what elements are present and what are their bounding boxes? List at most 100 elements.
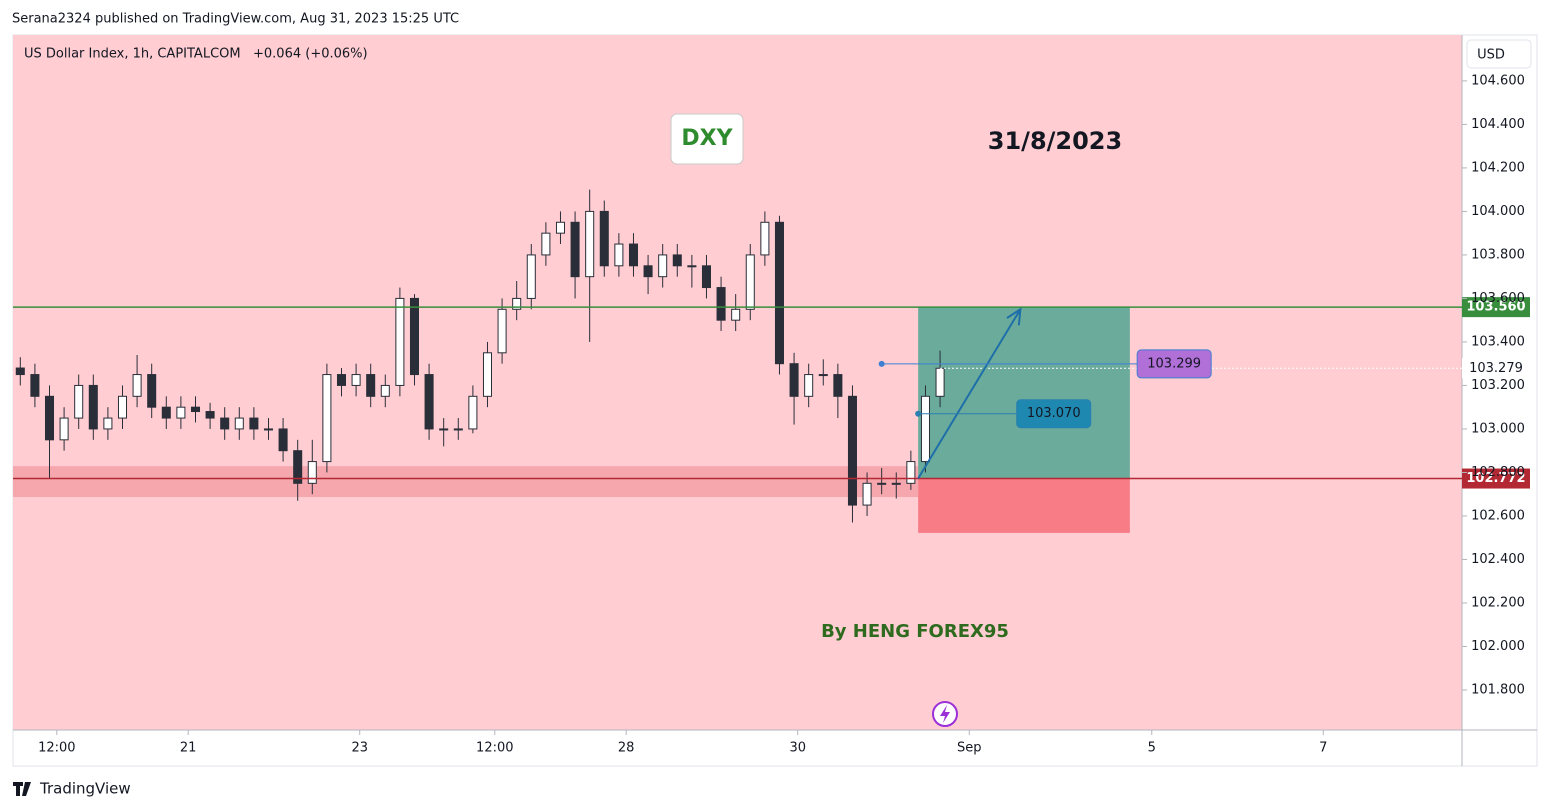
y-tick-label: 103.600 xyxy=(1471,291,1525,306)
y-tick-label: 104.200 xyxy=(1471,160,1525,175)
candle-body xyxy=(366,374,376,397)
level-label-box xyxy=(1462,468,1530,489)
last-price-label: 103.279 xyxy=(1469,361,1523,376)
y-tick-label: 101.800 xyxy=(1471,682,1525,697)
symbol-title: US Dollar Index, 1h, CAPITALCOM xyxy=(24,47,241,62)
candle-body xyxy=(701,265,711,289)
badge: DXY xyxy=(681,126,733,151)
candle-body xyxy=(847,395,857,506)
candle-body xyxy=(643,265,653,278)
candle-body xyxy=(249,417,259,430)
y-tick-label: 102.200 xyxy=(1471,595,1525,610)
candle-body xyxy=(322,374,332,463)
candle-body xyxy=(176,406,186,419)
level-label: 103.560 xyxy=(1466,300,1525,315)
logo xyxy=(13,782,31,796)
x-tick-label: 12:00 xyxy=(38,741,75,756)
x-tick-label: 5 xyxy=(1148,741,1156,756)
candle-body xyxy=(804,374,814,397)
candle-body xyxy=(147,374,157,408)
candle-body xyxy=(132,374,142,397)
candle-body xyxy=(920,395,930,463)
candle-body xyxy=(44,395,55,441)
callout-box xyxy=(1136,349,1212,379)
candle-body xyxy=(395,297,405,386)
candle-body xyxy=(307,461,317,484)
candle-body xyxy=(205,411,215,419)
x-tick-label: Sep xyxy=(957,741,982,756)
candle-body xyxy=(453,428,463,431)
stop-area xyxy=(918,478,1130,533)
candle-body xyxy=(512,297,522,310)
x-tick-label: 30 xyxy=(789,741,806,756)
author-note: By HENG FOREX95 xyxy=(821,621,1009,642)
candle-body xyxy=(599,210,609,267)
candle-body xyxy=(541,232,551,256)
candle-body xyxy=(570,221,580,278)
candle-body xyxy=(74,384,84,419)
candle-body xyxy=(190,406,201,413)
event-bolt xyxy=(940,705,950,723)
candle-body xyxy=(336,374,347,386)
y-tick-label: 103.000 xyxy=(1471,421,1525,436)
candle-body xyxy=(760,221,770,256)
candle-body xyxy=(818,374,828,377)
y-tick-label: 104.400 xyxy=(1471,117,1525,132)
date-note: 31/8/2023 xyxy=(988,127,1122,155)
currency-box[interactable] xyxy=(1466,39,1532,69)
candle-body xyxy=(877,482,887,485)
y-tick-label: 104.000 xyxy=(1471,204,1525,219)
trend-arrow-head xyxy=(1006,307,1022,326)
callout-anchor xyxy=(878,360,885,367)
candle-body xyxy=(935,367,945,397)
footer-brand: TradingView xyxy=(39,780,131,798)
currency[interactable]: USD xyxy=(1477,48,1505,63)
y-tick-label: 104.600 xyxy=(1471,73,1525,88)
callout-box xyxy=(1016,399,1092,429)
target-area xyxy=(918,307,1130,479)
candle-body xyxy=(278,428,288,452)
candle-body xyxy=(833,374,843,397)
candle-body xyxy=(293,450,303,484)
symbol-change: +0.064 (+0.06%) xyxy=(253,47,368,62)
candle-body xyxy=(30,374,40,397)
candle-body xyxy=(614,243,624,267)
x-tick-label: 7 xyxy=(1319,741,1327,756)
candle-body xyxy=(468,395,478,430)
candle-body xyxy=(862,482,872,506)
candle-body xyxy=(672,254,682,267)
callout-label: 103.070 xyxy=(1027,406,1081,421)
candle-body xyxy=(891,482,901,485)
candle-body xyxy=(117,395,128,419)
support-zone xyxy=(13,466,919,498)
candle-body xyxy=(628,243,638,267)
candle-body xyxy=(497,308,507,354)
candle-body xyxy=(351,374,361,386)
candle-body xyxy=(161,406,171,419)
publish-note: Serana2324 published on TradingView.com,… xyxy=(12,12,459,27)
candle-body xyxy=(774,221,784,365)
y-tick-label: 102.000 xyxy=(1471,639,1525,654)
candle-body xyxy=(439,428,449,431)
candle-body xyxy=(234,417,244,430)
level-label: 102.772 xyxy=(1466,471,1525,486)
last-price-box xyxy=(1462,358,1530,379)
badge-box xyxy=(670,113,744,165)
candle-body xyxy=(526,254,536,299)
y-tick-label: 102.400 xyxy=(1471,552,1525,567)
y-tick-label: 102.600 xyxy=(1471,508,1525,523)
candle-body xyxy=(424,374,434,430)
trend-arrow xyxy=(917,308,1022,480)
y-tick-label: 103.200 xyxy=(1471,378,1525,393)
x-tick-label: 12:00 xyxy=(476,741,513,756)
candle-body xyxy=(555,221,565,234)
candle-body xyxy=(59,417,69,441)
x-tick-label: 28 xyxy=(618,741,635,756)
candle-body xyxy=(103,417,113,430)
level-label-box xyxy=(1462,297,1530,318)
candle-body xyxy=(716,287,726,321)
candle-body xyxy=(906,461,916,484)
candle-body xyxy=(263,428,274,431)
x-tick-label: 21 xyxy=(180,741,197,756)
y-tick-label: 103.800 xyxy=(1471,247,1525,262)
